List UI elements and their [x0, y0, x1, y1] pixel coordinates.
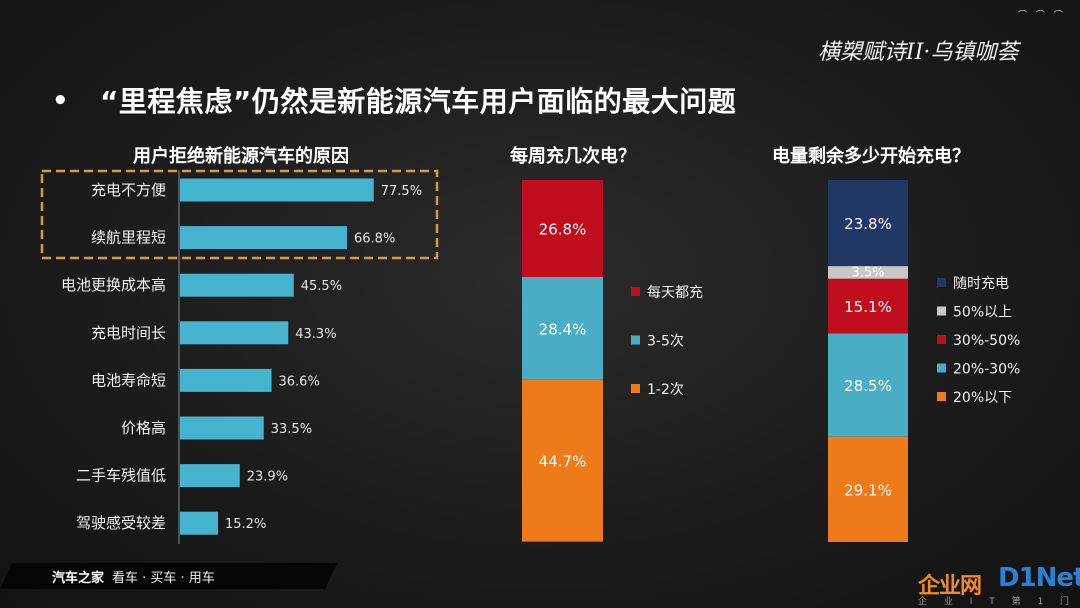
page-title: “里程焦虑”仍然是新能源汽车用户面临的最大问题 — [100, 85, 737, 118]
chart1-bar — [180, 511, 218, 535]
chart1-category-label: 电池更换成本高 — [61, 276, 166, 294]
chart1-bar — [180, 368, 272, 392]
footer-tagline: 看车 · 买车 · 用车 — [112, 571, 215, 586]
chart2-segment-label: 44.7% — [539, 453, 587, 471]
chart3-legend-swatch — [937, 363, 946, 373]
chart1-bar — [180, 226, 347, 250]
chart2-segment — [522, 180, 603, 278]
watermark-sub: 企 业 I T 第 1 门 户 — [918, 597, 1080, 607]
chart3-segment — [828, 278, 908, 334]
chart2-legend-label: 3-5次 — [647, 334, 684, 350]
chart1-bar — [180, 178, 374, 202]
chart3-segment-label: 29.1% — [844, 481, 892, 499]
chart1-value-label: 66.8% — [354, 232, 395, 247]
chart2-legend-swatch — [631, 335, 640, 345]
chart3-legend-swatch — [937, 278, 946, 287]
chart1-category-label: 充电时间长 — [91, 324, 166, 342]
chart2-legend-label: 1-2次 — [647, 382, 684, 398]
chart2-legend-swatch — [631, 384, 640, 393]
chart2-segment — [522, 379, 603, 542]
chart1-title: 用户拒绝新能源汽车的原因 — [133, 146, 349, 167]
chart1-category-label: 二手车残值低 — [76, 467, 166, 485]
chart1-bar — [180, 464, 240, 488]
watermark-cn: 企业网 — [918, 574, 982, 599]
chart2-title: 每周充几次电？ — [510, 146, 636, 167]
chart2-legend-swatch — [631, 287, 640, 296]
chart3-legend-label: 随时充电 — [953, 276, 1009, 292]
footer-brand: 汽车之家 — [52, 571, 105, 586]
chart3-segment — [828, 180, 908, 267]
chart3-legend-label: 50%以上 — [953, 305, 1012, 321]
chart1-value-label: 77.5% — [381, 184, 422, 199]
chart1-bar — [180, 273, 294, 297]
chart1-bar — [180, 416, 264, 440]
chart1-category-label: 续航里程短 — [91, 229, 166, 247]
chart1-value-label: 15.2% — [225, 517, 266, 532]
chart3-segment — [828, 436, 908, 542]
chart2-segment-label: 26.8% — [539, 221, 587, 239]
chart3-title: 电量剩余多少开始充电？ — [772, 146, 970, 167]
chart1-value-label: 23.9% — [247, 470, 288, 485]
chart1-value-label: 45.5% — [301, 279, 342, 294]
chart1-category-label: 驾驶感受较差 — [76, 514, 166, 532]
chart1-value-label: 43.3% — [295, 327, 336, 342]
event-logo: 横槊赋诗II·乌镇咖荟 — [818, 40, 1019, 65]
chart3-legend-label: 30%-50% — [953, 333, 1020, 349]
chart1-highlight-box — [40, 169, 439, 260]
chart3-segment-label: 28.5% — [844, 377, 892, 395]
chart3-segment-label: 15.1% — [844, 298, 892, 316]
chart3-legend-swatch — [937, 335, 946, 344]
chart3-segment-label: 23.8% — [844, 215, 892, 233]
chart3-legend-label: 20%以下 — [953, 390, 1012, 406]
chart1-category-label: 充电不方便 — [91, 181, 166, 199]
chart2-segment-label: 28.4% — [539, 320, 587, 338]
chart1-bar — [180, 321, 289, 345]
chart3-segment — [828, 333, 908, 437]
chart3-legend-swatch — [937, 392, 946, 401]
chart1-category-label: 电池寿命短 — [91, 371, 166, 389]
chart1-category-label: 价格高 — [121, 419, 166, 437]
chart2-legend-label: 每天都充 — [647, 285, 703, 301]
title-bullet: • — [52, 86, 69, 116]
chart2-segment — [522, 277, 603, 380]
chart3-segment — [828, 266, 908, 279]
chart3-legend-swatch — [937, 306, 946, 316]
chart3-segment-label: 3.5% — [851, 265, 884, 280]
chart1-value-label: 36.6% — [279, 374, 320, 389]
chart1-value-label: 33.5% — [271, 422, 312, 437]
chart3-legend-label: 20%-30% — [953, 362, 1020, 378]
watermark-en: D1Net — [998, 563, 1080, 593]
birds-decoration-icon: ⌒ ⌒ ⌒ — [1018, 11, 1066, 21]
